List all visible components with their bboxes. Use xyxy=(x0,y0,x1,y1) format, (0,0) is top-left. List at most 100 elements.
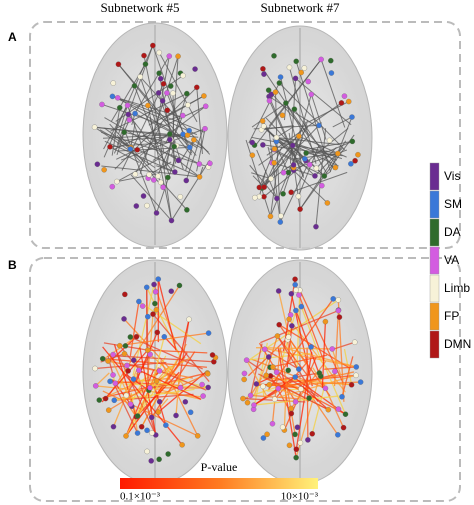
node xyxy=(151,177,157,183)
node xyxy=(161,334,168,340)
edge xyxy=(268,59,322,127)
node xyxy=(105,358,111,364)
edge xyxy=(196,87,203,155)
edge xyxy=(299,289,344,384)
edge xyxy=(250,343,263,396)
node xyxy=(332,164,339,171)
node xyxy=(137,74,143,80)
edge xyxy=(166,139,172,167)
node xyxy=(341,93,348,99)
column-title: Subnetwork #7 xyxy=(260,0,340,15)
node xyxy=(168,217,175,224)
edge xyxy=(276,125,295,138)
panel-label: B xyxy=(8,258,17,272)
node xyxy=(180,131,186,138)
node xyxy=(147,351,153,358)
node xyxy=(99,101,105,108)
edge xyxy=(286,339,291,362)
edge xyxy=(276,137,343,160)
edge xyxy=(246,359,268,398)
node xyxy=(240,395,246,402)
node xyxy=(290,162,297,168)
edge xyxy=(94,361,167,370)
node xyxy=(176,282,183,289)
node xyxy=(124,102,131,109)
node xyxy=(109,183,116,190)
node xyxy=(272,89,279,95)
edge xyxy=(100,353,125,363)
edge xyxy=(117,353,157,436)
edge xyxy=(246,359,263,372)
node xyxy=(289,142,296,149)
node xyxy=(292,399,299,405)
edge xyxy=(152,45,188,146)
node xyxy=(168,288,175,294)
edge xyxy=(111,380,139,434)
node xyxy=(288,189,294,196)
node xyxy=(269,420,276,427)
node xyxy=(165,451,171,457)
node xyxy=(196,174,203,180)
node xyxy=(357,379,364,385)
edge xyxy=(283,357,317,431)
edge xyxy=(267,388,302,392)
edge xyxy=(127,105,150,166)
node xyxy=(293,307,299,314)
node xyxy=(353,364,360,370)
node xyxy=(279,424,286,430)
node xyxy=(298,386,304,392)
node xyxy=(265,87,272,93)
edge xyxy=(271,348,281,424)
node xyxy=(313,165,320,172)
node xyxy=(291,106,298,112)
node xyxy=(297,206,303,212)
edge xyxy=(100,336,137,362)
edge xyxy=(110,63,146,122)
node xyxy=(293,287,299,293)
edge xyxy=(277,347,297,458)
node xyxy=(201,93,207,99)
node xyxy=(155,173,161,179)
edge xyxy=(152,336,165,381)
node xyxy=(278,213,284,219)
colorbar-min: 0.1×10⁻³ xyxy=(120,491,161,503)
node xyxy=(296,133,302,139)
edge xyxy=(269,169,278,217)
node xyxy=(297,440,304,446)
node xyxy=(123,433,129,439)
edge xyxy=(102,390,198,437)
node xyxy=(132,110,138,117)
node xyxy=(102,395,109,402)
node xyxy=(329,346,335,352)
node xyxy=(345,98,352,105)
node xyxy=(110,423,117,430)
node xyxy=(335,150,341,157)
node xyxy=(155,409,162,415)
edge xyxy=(300,384,329,411)
node xyxy=(271,396,278,402)
node xyxy=(349,114,355,120)
node xyxy=(156,456,162,463)
node xyxy=(91,124,98,130)
node xyxy=(326,137,333,144)
legend-label: VA xyxy=(444,253,459,267)
node xyxy=(321,173,328,179)
node xyxy=(155,276,162,282)
node xyxy=(271,146,278,152)
legend-swatch xyxy=(429,218,440,247)
node xyxy=(322,318,329,325)
edge xyxy=(156,165,176,173)
node xyxy=(271,53,277,59)
node xyxy=(130,376,137,382)
node xyxy=(293,446,300,452)
node xyxy=(303,150,309,156)
node xyxy=(335,297,342,303)
node xyxy=(144,202,150,209)
legend-label: SM xyxy=(444,197,462,211)
node xyxy=(152,289,159,295)
node xyxy=(175,157,182,164)
edge xyxy=(256,149,278,199)
node xyxy=(172,169,178,175)
node xyxy=(184,207,190,213)
